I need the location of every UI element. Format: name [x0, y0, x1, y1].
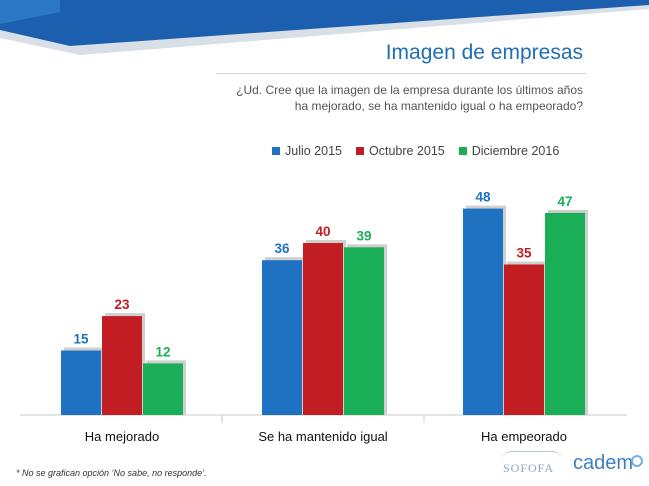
- data-label-julio-2: 36: [274, 241, 290, 256]
- category-label-1: Ha mejorado: [85, 429, 159, 444]
- sofofa-logo: SOFOFA: [500, 451, 564, 475]
- legend-label-diciembre: Diciembre 2016: [471, 144, 560, 158]
- data-label-octubre-1: 23: [114, 297, 130, 312]
- category-label-3: Ha empeorado: [481, 429, 567, 444]
- survey-question: ¿Ud. Cree que la imagen de la empresa du…: [203, 82, 583, 114]
- bar-octubre-2: [303, 243, 343, 415]
- legend-label-julio: Julio 2015: [285, 144, 342, 158]
- legend-label-octubre: Octubre 2015: [369, 144, 445, 158]
- question-line-2: ha mejorado, se ha mantenido igual o ha …: [294, 99, 583, 113]
- data-label-diciembre-1: 12: [155, 344, 170, 359]
- bar-octubre-1: [102, 316, 142, 415]
- chart-legend: Julio 2015 Octubre 2015 Diciembre 2016: [272, 144, 559, 158]
- bar-octubre-3: [504, 264, 544, 415]
- title-divider: [216, 73, 586, 74]
- bar-julio-3: [463, 208, 503, 415]
- cadem-logo-ring-icon: [631, 455, 643, 467]
- legend-item-octubre: Octubre 2015: [356, 144, 445, 158]
- data-label-diciembre-3: 47: [557, 194, 572, 209]
- footnote: * No se grafican opción ‘No sabe, no res…: [16, 468, 207, 478]
- legend-swatch-diciembre: [458, 147, 467, 155]
- bar-diciembre-1: [143, 363, 183, 415]
- category-label-2: Se ha mantenido igual: [258, 429, 387, 444]
- cadem-logo: cadem: [573, 452, 634, 474]
- legend-swatch-octubre: [356, 147, 364, 155]
- bar-chart: 15 23 12 Ha mejorado 36 40 39 Se ha mantenido i…: [20, 190, 627, 444]
- bar-diciembre-3: [545, 212, 585, 415]
- legend-item-julio: Julio 2015: [272, 144, 342, 158]
- bar-diciembre-2: [344, 247, 384, 415]
- header-banner: [0, 0, 649, 55]
- bar-julio-1: [61, 350, 101, 415]
- data-label-diciembre-2: 39: [356, 228, 371, 243]
- legend-swatch-julio: [272, 147, 280, 155]
- question-line-1: ¿Ud. Cree que la imagen de la empresa du…: [236, 83, 583, 97]
- data-label-julio-3: 48: [475, 190, 491, 205]
- data-label-octubre-3: 35: [516, 246, 532, 261]
- legend-item-diciembre: Diciembre 2016: [458, 144, 560, 158]
- page-title: Imagen de empresas: [385, 41, 583, 64]
- data-label-octubre-2: 40: [315, 224, 330, 239]
- bar-julio-2: [262, 260, 302, 415]
- data-label-julio-1: 15: [73, 332, 89, 347]
